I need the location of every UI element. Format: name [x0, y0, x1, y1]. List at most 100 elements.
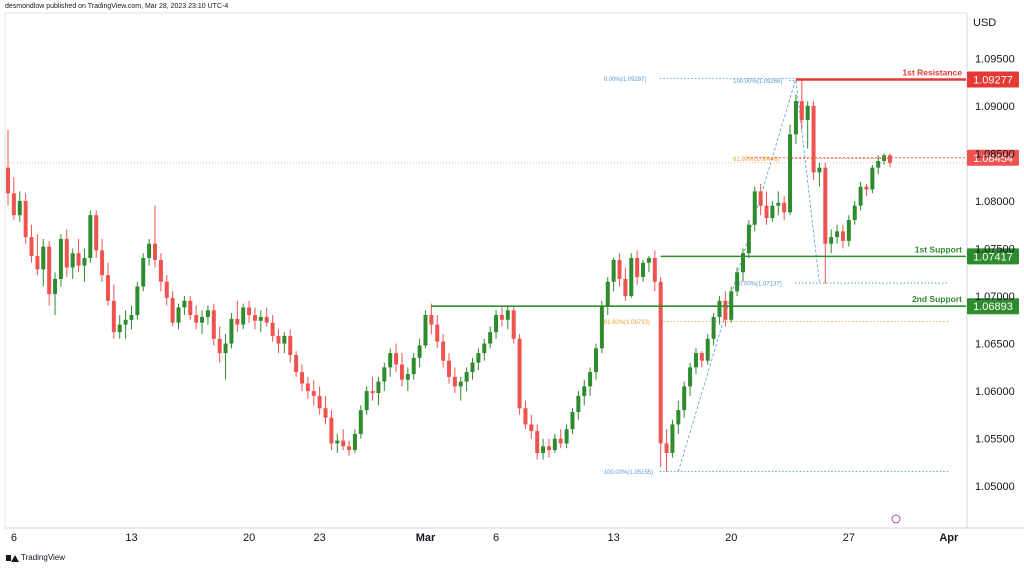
candle [723, 291, 728, 327]
candle [364, 386, 369, 415]
candle-body [764, 205, 769, 219]
candle [535, 424, 540, 460]
candle [558, 429, 563, 449]
candle [111, 284, 116, 339]
candle [41, 238, 46, 287]
candle [470, 357, 475, 380]
candle-body [305, 383, 310, 392]
candle [323, 395, 328, 425]
price-tag-value: 1.07417 [973, 251, 1013, 263]
candle-body [47, 246, 52, 295]
candle-body [382, 367, 387, 382]
candle-body [499, 315, 504, 320]
candle [417, 338, 422, 368]
candle-body [658, 281, 663, 444]
candle [482, 338, 487, 361]
level-name: 2nd Support [912, 294, 962, 304]
candle-body [364, 391, 369, 411]
fib-level-label: 0.00%(1.07137) [739, 282, 782, 288]
candle [788, 124, 793, 216]
y-tick-label: 1.05000 [975, 481, 1015, 493]
candle [670, 419, 675, 458]
candle [793, 94, 798, 144]
candle-body [111, 300, 116, 333]
candle [688, 362, 693, 396]
candle [311, 379, 316, 406]
candle-body [635, 257, 640, 278]
candle [835, 224, 840, 244]
candle-body [329, 417, 334, 444]
candle-body [705, 338, 710, 361]
candle [576, 391, 581, 420]
candle [76, 238, 81, 273]
tradingview-logo[interactable]: TradingView [6, 553, 65, 562]
candle [347, 440, 352, 456]
candle [505, 305, 510, 330]
candle [252, 307, 257, 330]
candle [752, 186, 757, 232]
candle-body [788, 134, 793, 213]
grid [4, 12, 1024, 529]
price-tag [967, 298, 1019, 315]
candle [217, 326, 222, 363]
candle [70, 248, 75, 279]
x-tick-label: 23 [314, 532, 326, 544]
candle [370, 376, 375, 401]
candle [799, 79, 804, 130]
candle [158, 253, 163, 292]
candle-body [782, 202, 787, 213]
candle-body [23, 200, 28, 238]
candle-body [805, 105, 810, 121]
candle [352, 429, 357, 453]
candle [635, 250, 640, 285]
candle-body [182, 300, 187, 308]
candle [717, 296, 722, 325]
candle-body [11, 193, 16, 216]
candle-body [447, 360, 451, 377]
candle-body [470, 362, 475, 373]
candle [64, 229, 69, 278]
candle-body [64, 238, 69, 268]
candle [53, 272, 58, 316]
candle [458, 376, 463, 401]
candle [658, 277, 663, 468]
candle [105, 262, 110, 306]
candle-body [229, 318, 234, 344]
candle-body [582, 386, 587, 396]
candle-body [799, 101, 804, 121]
candle [147, 238, 152, 266]
candle [58, 234, 63, 287]
candle-body [682, 386, 687, 411]
candle-body [417, 345, 422, 358]
candle-body [541, 446, 546, 453]
candle-body [605, 281, 610, 306]
candle-body [411, 357, 416, 375]
level-last-price: 1.08454 [747, 149, 1019, 166]
candle-body [394, 353, 399, 365]
candle-body [758, 191, 763, 206]
candle [170, 291, 175, 327]
candle [447, 353, 451, 384]
candle-body [6, 167, 10, 194]
candle [564, 424, 569, 449]
candle [182, 296, 187, 316]
candle [452, 367, 457, 394]
candle [117, 315, 122, 339]
candle [541, 438, 546, 460]
tradingview-logo-text: TradingView [21, 553, 66, 562]
candle [100, 238, 105, 282]
candle-body [494, 315, 499, 333]
candle-body [623, 278, 628, 297]
candle [35, 234, 40, 276]
candle-body [153, 243, 157, 260]
candle [423, 310, 428, 349]
candle [258, 310, 263, 333]
candle [517, 334, 522, 415]
candle-body [399, 364, 404, 380]
candle [888, 153, 892, 168]
candle [611, 257, 616, 292]
candle-body [341, 440, 346, 447]
candle-body [241, 307, 246, 325]
